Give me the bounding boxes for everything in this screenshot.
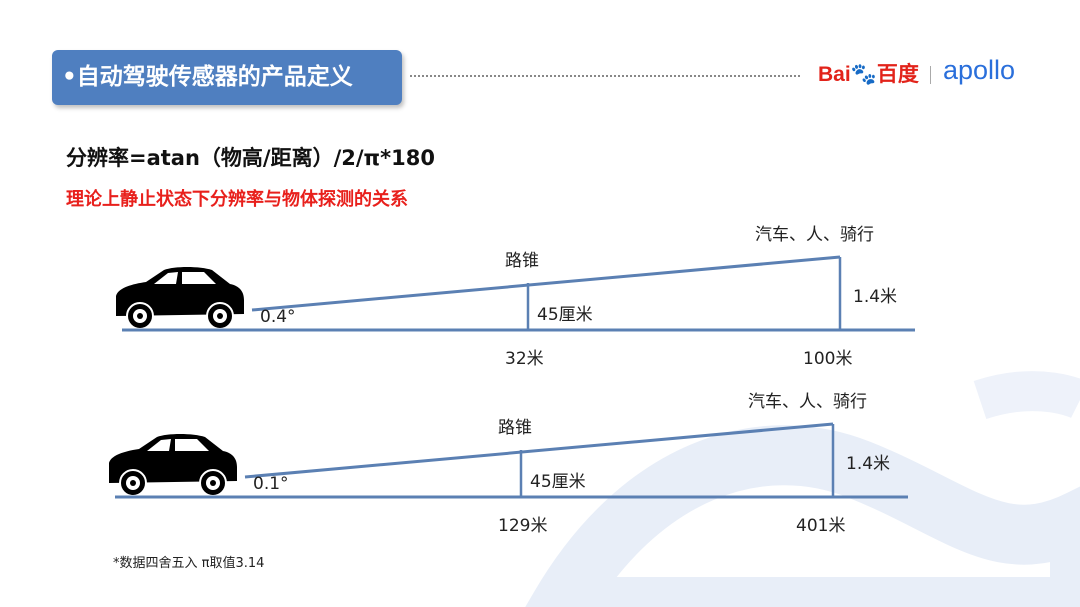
baidu-logo: Bai🐾百度 (818, 63, 919, 86)
cone-height-label: 45厘米 (537, 305, 593, 325)
cone-label: 路锥 (498, 418, 532, 438)
apollo-logo: apollo (943, 55, 1016, 85)
logo-separator (930, 66, 931, 84)
car-icon (116, 267, 244, 330)
vehicle-height-label: 1.4米 (846, 454, 891, 474)
dotted-divider (410, 75, 800, 77)
angle-label: 0.4° (260, 307, 296, 327)
formula: 分辨率=atan（物高/距离）/2/π*180 (66, 146, 435, 170)
cone-label: 路锥 (505, 251, 539, 271)
footnote: *数据四舍五入 π取值3.14 (113, 556, 265, 571)
vehicle-label: 汽车、人、骑行 (748, 392, 867, 412)
vehicle-distance-label: 401米 (796, 516, 846, 536)
subtitle: 理论上静止状态下分辨率与物体探测的关系 (66, 189, 408, 210)
sight-line (244, 422, 834, 479)
cone-distance-label: 32米 (505, 349, 544, 369)
vehicle-height-label: 1.4米 (853, 287, 898, 307)
cone-distance-label: 129米 (498, 516, 548, 536)
vehicle-distance-label: 100米 (803, 349, 853, 369)
car-icon (109, 434, 237, 497)
slide-title: •自动驾驶传感器的产品定义 (52, 50, 402, 105)
angle-label: 0.1° (253, 474, 289, 494)
sight-line (251, 255, 841, 312)
vehicle-label: 汽车、人、骑行 (755, 225, 874, 245)
cone-height-label: 45厘米 (530, 472, 586, 492)
